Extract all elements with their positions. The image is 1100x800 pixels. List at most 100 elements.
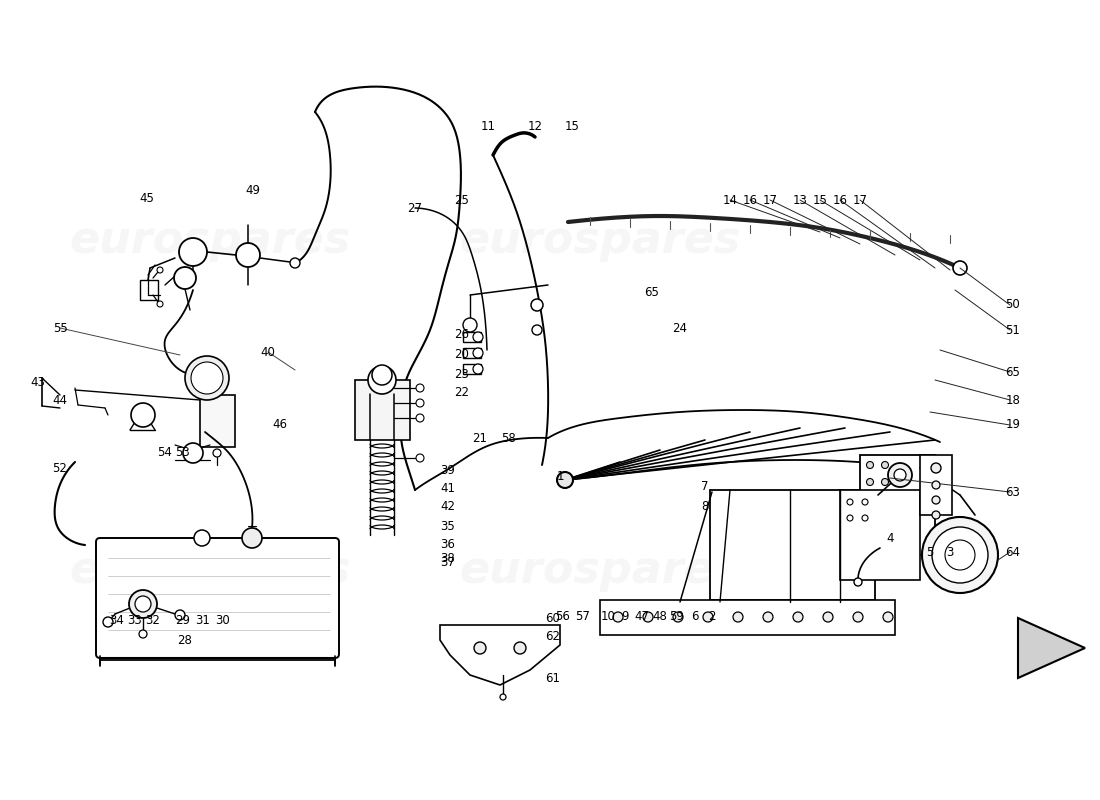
Circle shape xyxy=(888,463,912,487)
Circle shape xyxy=(242,528,262,548)
Text: 21: 21 xyxy=(473,431,487,445)
Text: 30: 30 xyxy=(216,614,230,626)
Circle shape xyxy=(883,612,893,622)
Bar xyxy=(463,332,481,342)
Text: 55: 55 xyxy=(53,322,67,334)
Bar xyxy=(710,490,874,600)
Text: 60: 60 xyxy=(546,611,560,625)
Text: 9: 9 xyxy=(621,610,629,623)
Circle shape xyxy=(236,243,260,267)
Text: 65: 65 xyxy=(1005,366,1021,378)
Circle shape xyxy=(175,610,185,620)
Circle shape xyxy=(174,267,196,289)
Circle shape xyxy=(372,365,392,385)
Circle shape xyxy=(416,414,424,422)
Circle shape xyxy=(931,463,940,473)
Circle shape xyxy=(953,261,967,275)
Circle shape xyxy=(823,612,833,622)
Circle shape xyxy=(185,356,229,400)
Text: 48: 48 xyxy=(652,610,668,623)
Text: 43: 43 xyxy=(31,375,45,389)
Circle shape xyxy=(131,403,155,427)
Text: 29: 29 xyxy=(176,614,190,626)
Circle shape xyxy=(922,517,998,593)
Circle shape xyxy=(135,596,151,612)
Bar xyxy=(840,490,920,580)
Text: 7: 7 xyxy=(702,481,708,494)
Text: 52: 52 xyxy=(53,462,67,474)
Text: 58: 58 xyxy=(500,431,516,445)
Circle shape xyxy=(194,530,210,546)
Circle shape xyxy=(932,511,940,519)
Text: 15: 15 xyxy=(564,121,580,134)
Bar xyxy=(463,364,481,374)
Circle shape xyxy=(179,238,207,266)
Text: 57: 57 xyxy=(575,610,591,623)
Polygon shape xyxy=(1018,618,1085,678)
Circle shape xyxy=(213,449,221,457)
Circle shape xyxy=(793,612,803,622)
Text: 49: 49 xyxy=(245,183,261,197)
Circle shape xyxy=(673,612,683,622)
Bar xyxy=(355,380,410,440)
Circle shape xyxy=(290,258,300,268)
Circle shape xyxy=(613,612,623,622)
Circle shape xyxy=(867,478,873,486)
Text: 45: 45 xyxy=(140,191,154,205)
Text: 10: 10 xyxy=(601,610,615,623)
Text: 46: 46 xyxy=(273,418,287,431)
Text: 5: 5 xyxy=(926,546,934,558)
Text: 17: 17 xyxy=(852,194,868,206)
Polygon shape xyxy=(440,625,560,685)
Circle shape xyxy=(644,612,653,622)
Text: 8: 8 xyxy=(702,501,708,514)
Text: 38: 38 xyxy=(441,551,455,565)
Text: eurospares: eurospares xyxy=(69,549,351,591)
Text: eurospares: eurospares xyxy=(69,218,351,262)
Text: 35: 35 xyxy=(441,521,455,534)
Text: 1: 1 xyxy=(557,470,563,482)
Circle shape xyxy=(473,364,483,374)
Text: 11: 11 xyxy=(481,121,495,134)
Circle shape xyxy=(894,469,906,481)
FancyBboxPatch shape xyxy=(96,538,339,658)
Bar xyxy=(463,348,481,358)
Circle shape xyxy=(867,462,873,469)
Circle shape xyxy=(191,362,223,394)
Text: 61: 61 xyxy=(546,671,561,685)
Circle shape xyxy=(733,612,742,622)
Text: 34: 34 xyxy=(110,614,124,626)
Text: 33: 33 xyxy=(128,614,142,626)
Text: 39: 39 xyxy=(441,463,455,477)
Circle shape xyxy=(368,366,396,394)
Circle shape xyxy=(932,481,940,489)
Circle shape xyxy=(932,496,940,504)
Circle shape xyxy=(881,462,889,469)
Bar xyxy=(600,600,895,635)
Text: 18: 18 xyxy=(1005,394,1021,406)
Text: 19: 19 xyxy=(1005,418,1021,431)
Circle shape xyxy=(532,325,542,335)
Circle shape xyxy=(129,590,157,618)
Text: 64: 64 xyxy=(1005,546,1021,558)
Circle shape xyxy=(514,642,526,654)
Text: 54: 54 xyxy=(157,446,173,459)
Circle shape xyxy=(157,301,163,307)
Circle shape xyxy=(473,332,483,342)
Circle shape xyxy=(463,318,477,332)
Text: 24: 24 xyxy=(672,322,688,334)
Circle shape xyxy=(205,377,214,387)
Text: 51: 51 xyxy=(1005,323,1021,337)
Circle shape xyxy=(847,499,852,505)
Bar xyxy=(860,455,935,555)
Circle shape xyxy=(763,612,773,622)
Circle shape xyxy=(932,527,988,583)
Text: 32: 32 xyxy=(145,614,161,626)
Text: 47: 47 xyxy=(635,610,649,623)
Bar xyxy=(140,280,158,300)
Text: 50: 50 xyxy=(1005,298,1021,311)
Circle shape xyxy=(531,299,543,311)
Circle shape xyxy=(881,478,889,486)
Text: 2: 2 xyxy=(708,610,716,623)
Text: 53: 53 xyxy=(175,446,189,459)
